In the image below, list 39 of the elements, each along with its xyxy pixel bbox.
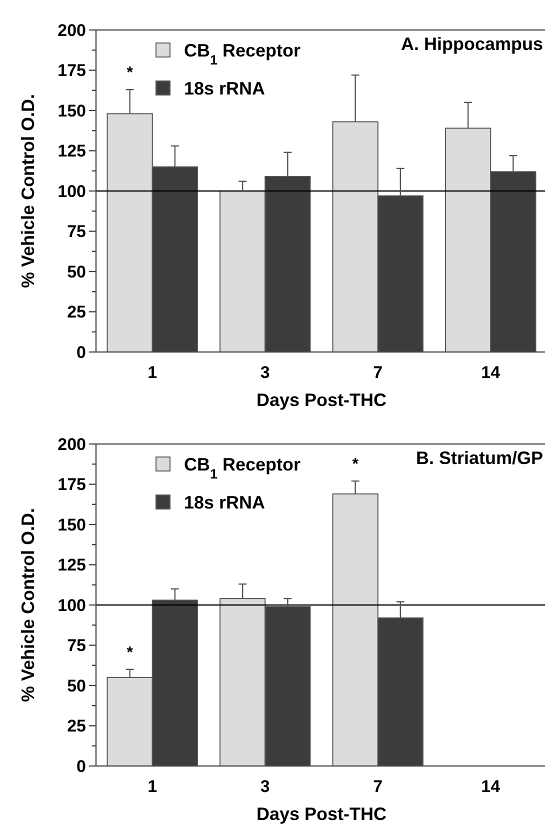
y-tick-label: 50	[67, 262, 86, 282]
y-tick-label: 200	[58, 20, 86, 40]
y-tick-label: 75	[67, 222, 86, 242]
chart-title: B. Striatum/GP	[416, 448, 543, 468]
x-tick-label: 1	[148, 777, 158, 796]
x-tick-label: 3	[260, 363, 270, 382]
y-tick-label: 150	[58, 101, 86, 120]
x-tick-label: 14	[481, 777, 501, 796]
legend-label: 18s rRNA	[184, 492, 266, 512]
legend-label: 18s rRNA	[184, 78, 266, 98]
y-tick-label: 0	[76, 756, 86, 776]
y-tick-label: 175	[58, 61, 86, 80]
legend-label: CB$_{1}$ Receptor	[184, 454, 301, 481]
y-tick-label: 125	[58, 556, 86, 575]
y-tick-label: 0	[76, 342, 86, 362]
x-tick-label: 7	[373, 363, 383, 382]
y-tick-label: 200	[58, 434, 86, 454]
y-tick-label: 150	[58, 515, 86, 534]
y-tick-label: 50	[67, 676, 86, 696]
x-tick-label: 7	[373, 777, 383, 796]
y-axis-title: % Vehicle Control O.D.	[18, 94, 38, 288]
y-tick-label: 100	[58, 182, 86, 201]
y-tick-label: 175	[58, 475, 86, 494]
x-tick-label: 3	[260, 777, 270, 796]
x-tick-label: 1	[148, 363, 158, 382]
y-tick-label: 25	[67, 716, 86, 736]
x-tick-label: 14	[481, 363, 501, 382]
y-tick-label: 125	[58, 142, 86, 161]
y-tick-label: 25	[67, 302, 86, 322]
annotation: *	[126, 64, 134, 82]
x-axis-title: Days Post-THC	[256, 390, 387, 410]
y-tick-label: 75	[67, 636, 86, 656]
y-axis-title: % Vehicle Control O.D.	[18, 508, 38, 702]
x-axis-title: Days Post-THC	[256, 804, 387, 824]
annotation: *	[126, 644, 134, 662]
y-tick-label: 100	[58, 596, 86, 615]
legend-label: CB$_{1}$ Receptor	[184, 40, 301, 67]
annotation: *	[352, 456, 360, 474]
chart-title: A. Hippocampus	[400, 34, 543, 54]
